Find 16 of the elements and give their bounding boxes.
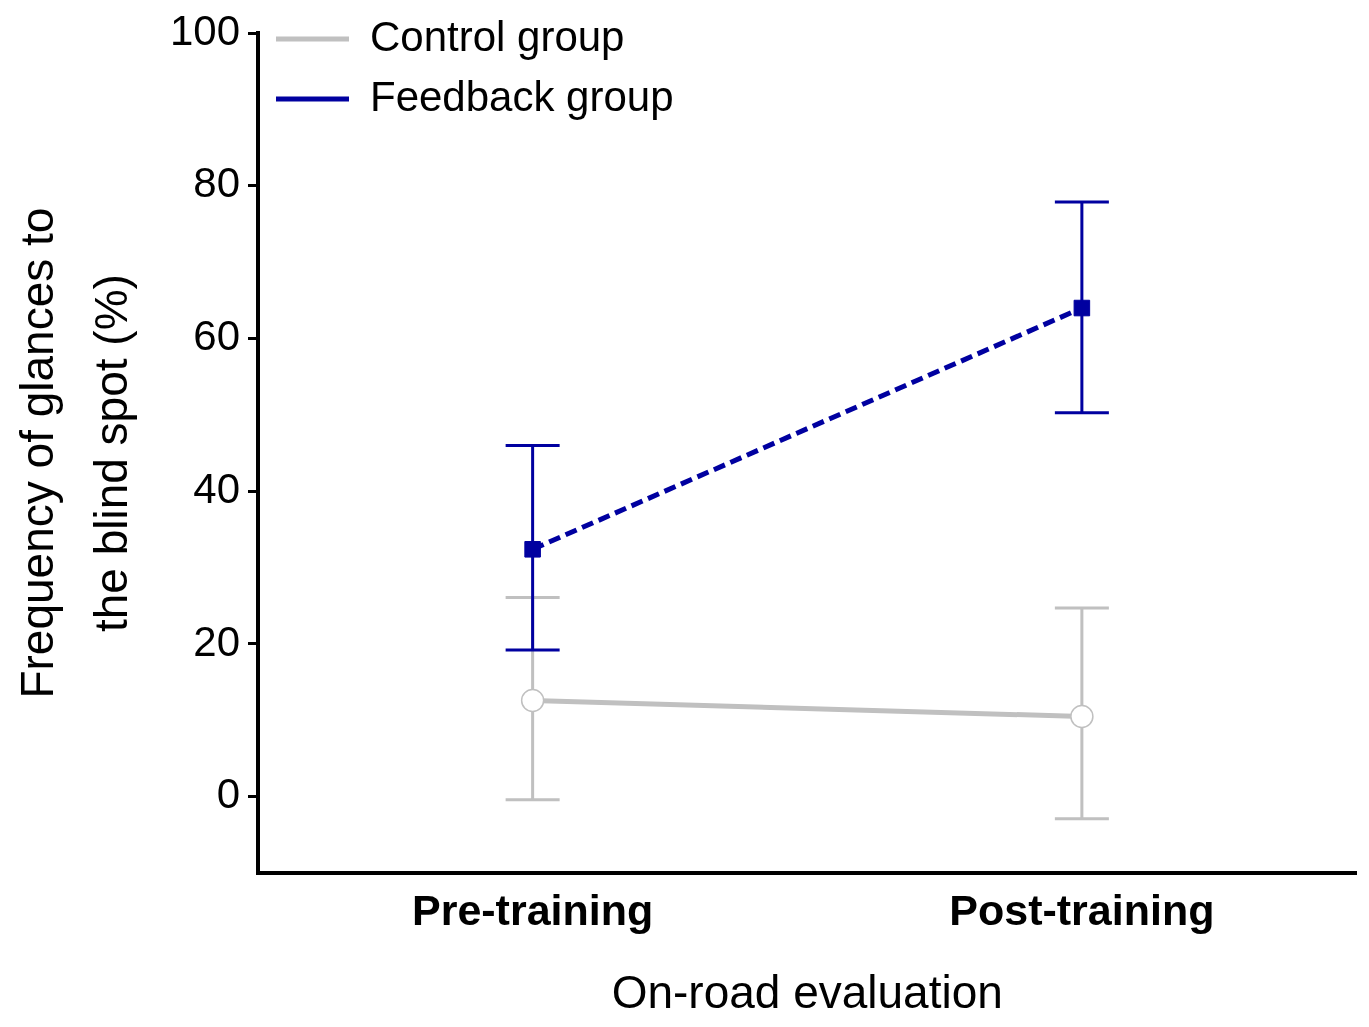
y-tick-label: 60 bbox=[193, 312, 240, 360]
point bbox=[1070, 704, 1094, 729]
x-tick-label: Post-training bbox=[949, 885, 1215, 934]
x-axis-title: On-road evaluation bbox=[611, 966, 1003, 1019]
x-tick-label: Pre-training bbox=[411, 885, 654, 934]
y-tick-label: 40 bbox=[193, 464, 240, 512]
y-tick-label: 100 bbox=[169, 6, 240, 54]
y-tick-label: 80 bbox=[193, 159, 240, 207]
point bbox=[520, 688, 545, 713]
point bbox=[524, 541, 541, 558]
y-axis-title: Frequency of glances to the blind spot (%) bbox=[11, 207, 138, 699]
y-tick-label: 0 bbox=[216, 770, 240, 818]
legend-label: Control group bbox=[370, 12, 625, 60]
point bbox=[1073, 299, 1091, 317]
legend-label: Feedback group bbox=[370, 72, 674, 120]
y-tick-label: 20 bbox=[193, 617, 240, 665]
